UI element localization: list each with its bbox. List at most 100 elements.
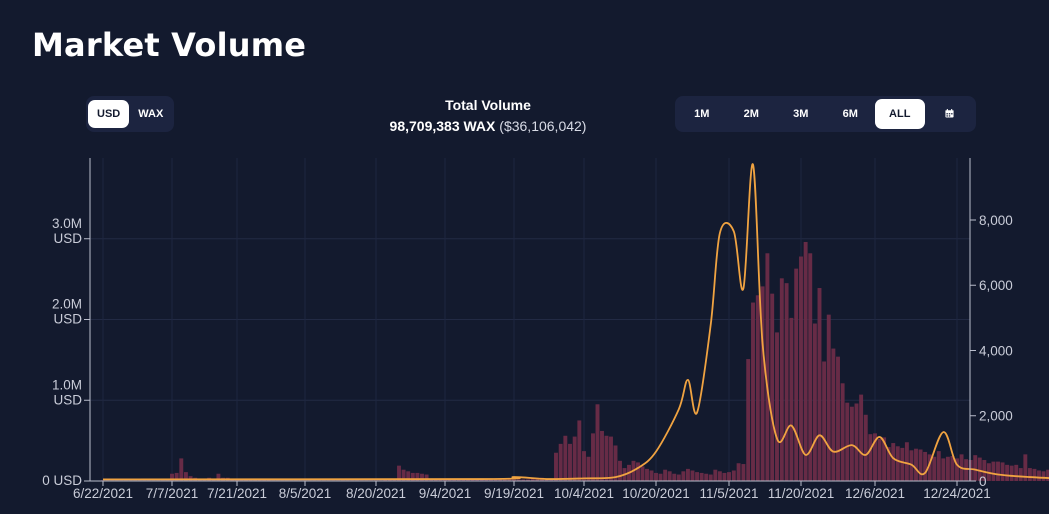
volume-bar — [544, 479, 549, 481]
volume-bar — [713, 469, 718, 481]
volume-bar — [502, 479, 507, 481]
wax-volume-line — [102, 163, 1049, 481]
volume-bar — [456, 479, 461, 481]
volume-bar — [461, 479, 466, 481]
volume-bar — [443, 479, 447, 481]
volume-bar — [591, 433, 595, 481]
volume-bar — [447, 479, 452, 481]
calendar-button[interactable] — [925, 99, 975, 129]
volume-bar — [812, 323, 817, 481]
x-tick-label: 7/7/2021 — [146, 486, 199, 501]
volume-bar — [736, 463, 741, 481]
volume-bar — [863, 414, 868, 481]
volume-bar — [489, 479, 493, 481]
volume-bar — [996, 461, 1000, 481]
volume-bar — [932, 456, 937, 481]
volume-bar — [968, 460, 973, 481]
range-selector: 1M 2M 3M 6M ALL — [675, 96, 976, 132]
volume-bar — [636, 462, 640, 481]
volume-bar — [904, 442, 909, 481]
volume-bar — [760, 286, 765, 481]
volume-bar — [649, 470, 654, 481]
x-tick-label: 8/20/2021 — [346, 486, 406, 501]
currency-wax-button[interactable]: WAX — [138, 108, 164, 120]
x-tick-label: 7/21/2021 — [207, 486, 267, 501]
volume-bar — [667, 471, 672, 481]
volume-bar — [420, 473, 424, 481]
volume-bar — [731, 470, 736, 481]
volume-bar — [1037, 470, 1041, 481]
x-tick-label: 11/5/2021 — [699, 486, 758, 501]
volume-bar — [609, 436, 613, 481]
volume-bar — [672, 473, 677, 481]
y-right-tick-label: 0 — [979, 474, 987, 489]
x-tick-label: 12/24/2021 — [923, 486, 991, 501]
volume-bar — [891, 443, 896, 481]
volume-bar — [770, 293, 775, 481]
volume-bar — [927, 454, 932, 481]
range-3m-button[interactable]: 3M — [793, 108, 809, 120]
volume-bar — [1009, 465, 1014, 481]
volume-bar — [410, 472, 415, 481]
volume-bar — [941, 458, 946, 481]
volume-bar — [1018, 468, 1023, 481]
total-volume-label: Total Volume — [445, 97, 531, 113]
volume-bar — [438, 479, 443, 481]
volume-bar — [945, 456, 950, 481]
volume-bar — [383, 479, 388, 481]
volume-bar — [964, 459, 969, 481]
volume-bar — [640, 466, 645, 481]
range-2m-button[interactable]: 2M — [743, 108, 759, 120]
volume-bar — [1014, 464, 1019, 481]
volume-bar — [918, 449, 923, 481]
volume-bar — [586, 456, 591, 481]
volume-bar — [1046, 469, 1049, 481]
range-1m-button[interactable]: 1M — [694, 108, 710, 120]
volume-bar — [836, 356, 840, 481]
total-volume-usd: ($36,106,042) — [499, 118, 587, 134]
volume-bar — [1000, 462, 1005, 481]
total-volume-values: 98,709,383 WAX ($36,106,042) — [390, 118, 587, 134]
volume-bar — [406, 471, 411, 481]
volume-bar — [877, 439, 882, 481]
x-tick-label: 6/22/2021 — [73, 486, 133, 501]
volume-bar — [618, 460, 622, 481]
volume-bar — [973, 455, 978, 481]
volume-bar — [868, 434, 873, 481]
volume-bar — [174, 472, 179, 481]
volume-bar — [799, 256, 803, 481]
volume-bar — [1032, 468, 1037, 481]
volume-bar — [1023, 454, 1028, 481]
volume-bar — [658, 473, 663, 481]
currency-usd-button[interactable]: USD — [88, 100, 130, 128]
volume-bar — [558, 443, 563, 481]
volume-bar — [582, 451, 586, 481]
volume-bar — [595, 404, 600, 481]
volume-bar — [950, 455, 955, 481]
x-tick-label: 8/5/2021 — [279, 486, 332, 501]
volume-bar — [401, 469, 406, 481]
x-tick-label: 10/4/2021 — [554, 486, 614, 501]
range-6m-button[interactable]: 6M — [842, 108, 858, 120]
volume-bar — [955, 458, 959, 481]
y-right-tick-label: 4,000 — [979, 343, 1013, 358]
volume-bar — [717, 471, 722, 481]
volume-bar — [387, 479, 392, 481]
volume-bar — [854, 403, 859, 481]
volume-bar — [475, 479, 480, 481]
range-all-button[interactable]: ALL — [875, 99, 925, 129]
market-volume-chart: 0 USD 1.0M USD 2.0M USD 3.0M USD 0 2,000 4,000 6,0… — [42, 158, 1049, 501]
volume-bar — [886, 447, 891, 481]
volume-bar — [613, 445, 618, 481]
volume-bar — [604, 435, 609, 481]
volume-bar — [484, 479, 489, 481]
volume-bar — [654, 472, 658, 481]
volume-bar — [784, 283, 789, 481]
volume-bar — [845, 402, 850, 481]
x-tick-label: 9/19/2021 — [484, 486, 544, 501]
volume-bar — [685, 468, 690, 481]
volume-bar — [849, 406, 854, 481]
volume-bar — [512, 479, 516, 481]
x-tick-label: 11/20/2021 — [768, 486, 835, 501]
volume-bar — [831, 348, 836, 481]
